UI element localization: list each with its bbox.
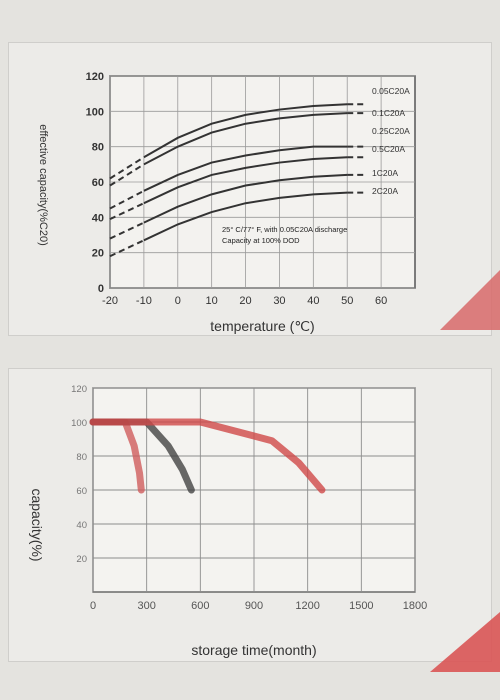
x-axis-label: storage time(month) <box>191 642 316 658</box>
series-label: 0.05C20A <box>372 86 410 96</box>
y-tick-label: 60 <box>76 486 87 497</box>
series-line-0.1C20A-dashed <box>109 163 145 187</box>
y-tick-label: 40 <box>76 520 87 531</box>
y-tick-label: 20 <box>92 248 104 260</box>
corner-decoration-1 <box>440 270 500 330</box>
x-tick-label: 50 <box>341 295 353 307</box>
series-line-0.5C20A <box>143 156 348 205</box>
series-line-2C20A-dashed <box>109 239 145 258</box>
y-tick-label: 80 <box>76 452 87 463</box>
x-tick-label: 600 <box>191 600 209 612</box>
x-tick-label: -10 <box>136 295 152 307</box>
series-line-0.05C20A-dashed <box>109 156 145 180</box>
x-tick-label: 30 <box>273 295 285 307</box>
x-tick-label: 60 <box>375 295 387 307</box>
y-tick-label: 40 <box>92 212 104 224</box>
series-line-2C20A <box>143 191 348 242</box>
x-tick-label: 0 <box>90 600 96 612</box>
series-label: 2C20A <box>372 186 398 196</box>
y-tick-label: 120 <box>86 71 104 83</box>
y-tick-label: 0 <box>98 283 104 295</box>
series-line-0.05C20A <box>143 103 348 159</box>
x-tick-label: -20 <box>102 295 118 307</box>
y-tick-label: 60 <box>92 177 104 189</box>
annotation-line-2: Capacity at 100% DOD <box>222 236 300 245</box>
y-tick-label: 100 <box>86 106 104 118</box>
y-tick-label: 20 <box>76 554 87 565</box>
corner-decoration-2 <box>430 612 500 672</box>
x-tick-label: 1200 <box>295 600 319 612</box>
series-label: 0.5C20A <box>372 144 405 154</box>
series-label: 0.1C20A <box>372 108 405 118</box>
y-tick-label: 80 <box>92 142 104 154</box>
series-line-0.1C20A <box>143 112 348 166</box>
series-line-0.25C20A <box>143 145 348 192</box>
series-line-0.5C20A-dashed <box>109 202 145 221</box>
y-axis-label: effective capacity(%C20) <box>37 124 49 245</box>
series-band-band-3 <box>89 418 326 494</box>
y-axis-label: capacity(%) <box>29 488 45 561</box>
series-label: 0.25C20A <box>372 126 410 136</box>
series-label: 1C20A <box>372 168 398 178</box>
x-tick-label: 0 <box>175 295 181 307</box>
x-tick-label: 1800 <box>403 600 427 612</box>
annotation-line-1: 25° C/77° F, with 0.05C20A discharge <box>222 225 347 234</box>
y-tick-label: 100 <box>71 418 87 429</box>
series-line-1C20A-dashed <box>109 221 145 240</box>
x-tick-label: 1500 <box>349 600 373 612</box>
series-line-1C20A <box>143 173 348 224</box>
series-line-0.25C20A-dashed <box>109 189 145 210</box>
x-tick-label: 300 <box>137 600 155 612</box>
x-tick-label: 900 <box>245 600 263 612</box>
x-tick-label: 20 <box>239 295 251 307</box>
x-tick-label: 40 <box>307 295 319 307</box>
x-tick-label: 10 <box>206 295 218 307</box>
y-tick-label: 120 <box>71 384 87 395</box>
x-axis-label: temperature (℃) <box>210 318 314 334</box>
